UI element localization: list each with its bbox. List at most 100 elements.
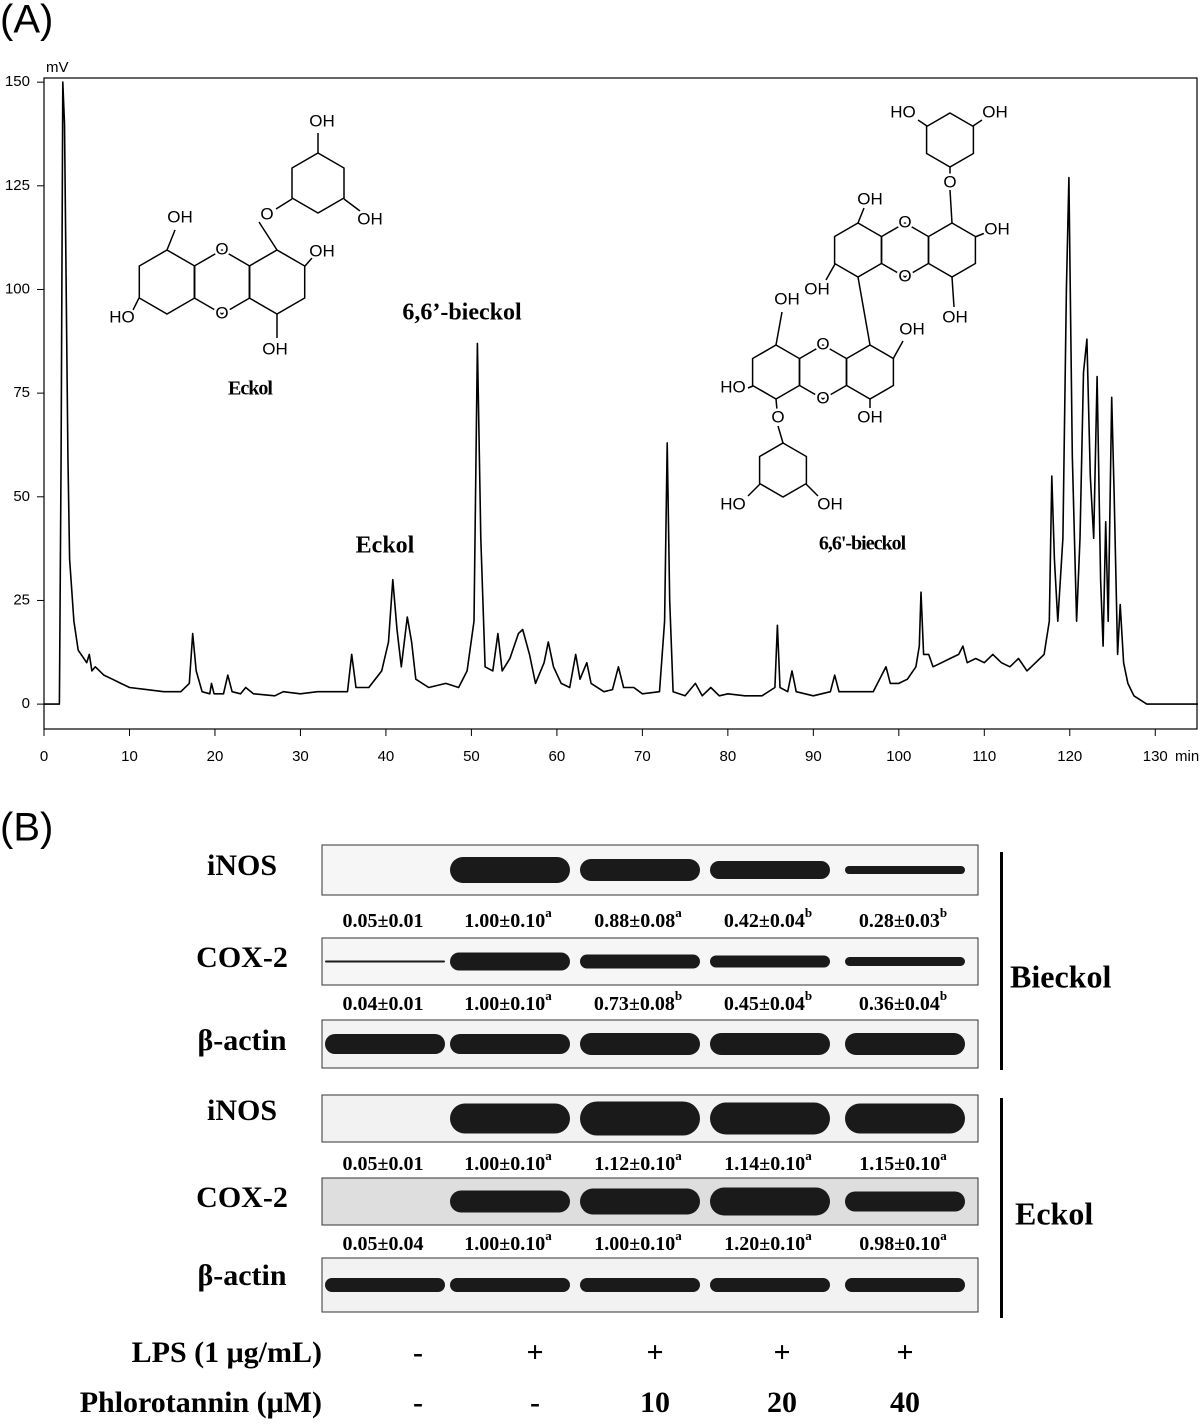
group-bracket [1000,852,1003,1070]
x-tick-label: 30 [292,748,309,765]
ring [758,442,808,498]
bond [747,385,754,389]
atom-label: OH [309,241,335,260]
band-value: 0.05±0.04 [343,1233,424,1255]
band-value: 0.28±0.03b [859,905,947,931]
blot-band [450,1278,570,1292]
protein-label: β-actin [197,1024,286,1057]
blot-band [845,957,965,966]
ring [248,249,306,315]
significance-letter: a [940,1148,947,1163]
significance-letter: a [545,905,552,920]
y-unit-label: mV [46,59,69,76]
bond [343,198,361,212]
atom-label: OH [262,339,288,358]
band-value: 0.45±0.04b [724,988,812,1014]
bond [275,198,293,210]
significance-letter: a [805,1148,812,1163]
atom-label: HO [890,102,916,121]
treatment-lane: + [646,1336,663,1369]
y-tick-label: 25 [13,591,30,608]
ring [291,152,345,214]
significance-letter: b [805,988,812,1003]
blot-band [845,1191,965,1212]
significance-letter: a [675,905,682,920]
significance-letter: a [545,988,552,1003]
blot-band [580,1188,700,1215]
x-tick-label: 60 [549,748,566,765]
x-tick-label: 120 [1057,748,1082,765]
bond [166,229,176,251]
band-value-text: 0.98±0.10 [859,1233,940,1255]
band-value: 0.05±0.01 [343,1153,424,1175]
blot-band [325,1034,445,1054]
atom-label: O [215,303,228,322]
atom-label: OH [899,319,925,338]
x-tick-label: 20 [207,748,224,765]
treatment-lane: + [526,1336,543,1369]
bond [258,221,278,251]
y-tick-label: 100 [5,280,30,297]
atom-label: OH [857,189,883,208]
atom-label: O [816,334,829,353]
bond [857,207,865,224]
band-value: 1.14±0.10a [724,1148,812,1174]
treatment-lane: 20 [767,1386,797,1419]
panel-label: (A) [0,0,53,42]
structure-name: 6,6'-bieckol [819,533,907,555]
blot-band [710,1278,830,1292]
ring [925,112,975,168]
band-value: 1.00±0.10a [464,1148,552,1174]
atom-label: HO [720,377,746,396]
band-value-text: 0.05±0.01 [343,910,424,932]
band-value-text: 0.73±0.08 [594,993,675,1015]
band-value: 0.05±0.01 [343,910,424,932]
atom-label: O [943,172,956,191]
atom-label: OH [982,102,1008,121]
y-tick-label: 75 [13,384,30,401]
blot-band [450,1190,570,1213]
band-value-text: 1.20±0.10 [724,1233,805,1255]
band-value-text: 0.45±0.04 [724,993,805,1015]
bond [949,189,953,224]
band-value: 1.00±0.10a [464,905,552,931]
ring [927,222,977,278]
x-tick-label: 100 [886,748,911,765]
band-value-text: 1.14±0.10 [724,1153,805,1175]
protein-label: β-actin [197,1259,286,1292]
treatment-lane: - [413,1386,423,1419]
significance-letter: b [805,905,812,920]
group-label: Eckol [1015,1195,1093,1231]
bond [825,263,836,281]
atom-label: OH [984,219,1010,238]
band-value: 0.88±0.08a [594,905,682,931]
group-label: Bieckol [1010,958,1111,994]
band-value: 0.42±0.04b [724,905,812,931]
significance-letter: a [940,1228,947,1243]
treatment-lane: - [413,1336,423,1369]
chromatogram-line [44,81,1198,705]
blot-band [845,1103,965,1134]
blot-band [845,1278,965,1292]
bond [775,398,778,411]
x-tick-label: 0 [40,748,48,765]
y-tick-label: 125 [5,177,30,194]
band-value-text: 1.00±0.10 [464,1153,545,1175]
atom-label: O [771,407,784,426]
bond [775,311,783,346]
band-value: 1.12±0.10a [594,1148,682,1174]
bond [304,257,313,267]
bond [917,119,928,127]
band-value-text: 0.04±0.01 [343,993,424,1015]
y-tick-label: 0 [22,695,30,712]
protein-label: iNOS [207,849,277,882]
blot-band [325,1278,445,1292]
x-unit-label: min [1175,748,1199,765]
atom-label: OH [857,407,883,426]
peak-annotation: Eckol [356,533,415,559]
band-value-text: 1.15±0.10 [859,1153,940,1175]
significance-letter: a [805,1228,812,1243]
blot-band [325,960,445,963]
x-tick-label: 90 [805,748,822,765]
